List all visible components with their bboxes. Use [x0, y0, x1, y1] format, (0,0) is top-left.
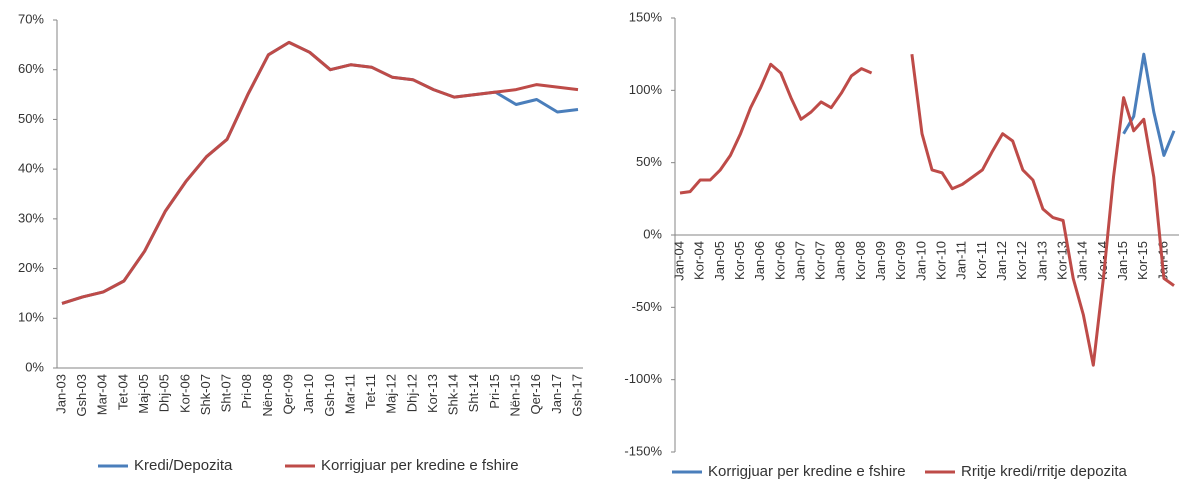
x-tick-label: Maj-12	[384, 374, 399, 414]
x-tick-label: Jan-09	[873, 241, 888, 281]
y-tick-label: 150%	[629, 9, 663, 24]
x-tick-label: Mar-04	[95, 374, 110, 415]
x-tick-label: Pri-08	[239, 374, 254, 409]
x-tick-label: Jan-07	[792, 241, 807, 281]
x-tick-label: Kor-05	[732, 241, 747, 280]
x-tick-label: Jan-08	[833, 241, 848, 281]
x-tick-label: Shk-14	[446, 374, 461, 415]
x-tick-label: Nën-08	[260, 374, 275, 417]
y-tick-label: -50%	[632, 299, 663, 314]
legend-label: Korrigjuar per kredine e fshire	[321, 457, 519, 474]
x-tick-label: Jan-15	[1115, 241, 1130, 281]
x-tick-label: Dhj-12	[404, 374, 419, 412]
y-tick-label: -150%	[624, 443, 662, 458]
x-tick-label: Jan-12	[994, 241, 1009, 281]
x-tick-label: Qer-16	[528, 374, 543, 414]
x-tick-label: Gsh-10	[322, 374, 337, 417]
x-tick-label: Kor-08	[853, 241, 868, 280]
legend-label: Rritje kredi/rritje depozita	[961, 463, 1128, 480]
x-tick-label: Jan-14	[1075, 241, 1090, 281]
x-tick-label: Gsh-03	[74, 374, 89, 417]
y-tick-label: -100%	[624, 371, 662, 386]
data-line	[61, 40, 579, 305]
x-tick-label: Jan-04	[671, 241, 686, 281]
x-tick-label: Kor-13	[1055, 241, 1070, 280]
x-tick-label: Kor-15	[1135, 241, 1150, 280]
y-tick-label: 100%	[629, 82, 663, 97]
data-line	[1122, 52, 1176, 157]
x-tick-label: Kor-10	[934, 241, 949, 280]
x-tick-label: Kor-13	[425, 374, 440, 413]
x-tick-label: Nën-15	[508, 374, 523, 417]
x-tick-label: Tet-11	[363, 374, 378, 409]
x-tick-label: Jan-03	[53, 374, 68, 414]
legend-label: Korrigjuar per kredine e fshire	[708, 463, 906, 480]
x-tick-label: Sht-07	[219, 374, 234, 412]
x-tick-label: Kor-09	[893, 241, 908, 280]
data-line	[679, 54, 1175, 367]
x-tick-label: Shk-07	[198, 374, 213, 415]
y-tick-label: 50%	[636, 154, 662, 169]
x-tick-label: Dhj-05	[157, 374, 172, 412]
x-tick-label: Kor-12	[1014, 241, 1029, 280]
data-line	[61, 40, 579, 305]
y-tick-label: 60%	[18, 61, 44, 76]
y-tick-label: 20%	[18, 260, 44, 275]
x-tick-label: Kor-11	[974, 241, 989, 279]
x-tick-label: Jan-11	[954, 241, 969, 280]
x-tick-label: Kor-06	[177, 374, 192, 413]
x-tick-label: Sht-14	[466, 374, 481, 412]
y-tick-label: 10%	[18, 310, 44, 325]
x-tick-label: Jan-17	[549, 374, 564, 414]
x-tick-label: Mar-11	[342, 374, 357, 414]
x-tick-label: Qer-09	[280, 374, 295, 414]
x-tick-label: Jan-10	[301, 374, 316, 414]
x-tick-label: Kor-06	[772, 241, 787, 280]
y-tick-label: 0%	[643, 226, 662, 241]
y-tick-label: 40%	[18, 161, 44, 176]
x-tick-label: Jan-10	[913, 241, 928, 281]
x-tick-label: Jan-05	[712, 241, 727, 281]
x-tick-label: Tet-04	[115, 374, 130, 410]
y-tick-label: 70%	[18, 11, 44, 26]
x-tick-label: Kor-07	[813, 241, 828, 280]
y-tick-label: 50%	[18, 111, 44, 126]
x-tick-label: Kor-04	[692, 241, 707, 280]
y-tick-label: 30%	[18, 210, 44, 225]
x-tick-label: Jan-13	[1034, 241, 1049, 281]
legend-label: Kredi/Depozita	[134, 457, 233, 474]
x-tick-label: Jan-06	[752, 241, 767, 281]
x-tick-label: Pri-15	[487, 374, 502, 409]
x-tick-label: Gsh-17	[569, 374, 584, 417]
x-tick-label: Maj-05	[136, 374, 151, 414]
y-tick-label: 0%	[25, 359, 44, 374]
